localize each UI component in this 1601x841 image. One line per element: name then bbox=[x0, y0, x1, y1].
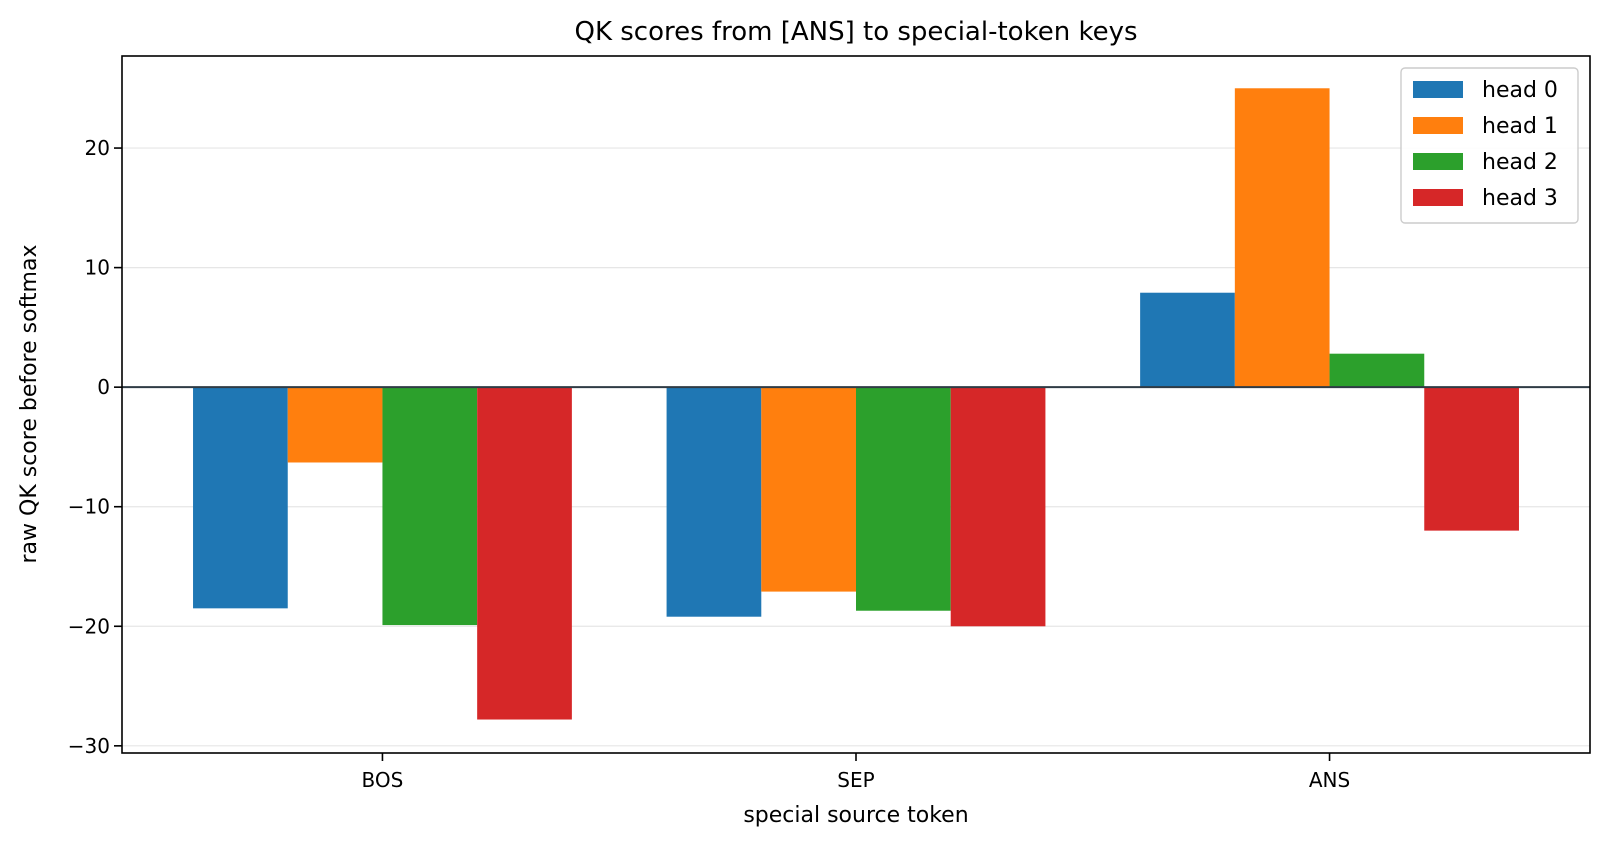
y-ticks: −30 −20 −10 0 10 20 bbox=[68, 136, 122, 758]
legend-box bbox=[1400, 67, 1579, 224]
x-axis-label: special source token bbox=[743, 803, 968, 828]
x-ticks: BOS SEP ANS bbox=[362, 753, 1350, 792]
legend-swatch bbox=[1413, 81, 1463, 98]
chart-title: QK scores from [ANS] to special-token ke… bbox=[574, 17, 1137, 47]
legend-label: head 0 bbox=[1482, 78, 1558, 103]
bar-sep-head-2 bbox=[856, 387, 951, 611]
y-tick-label: −20 bbox=[68, 614, 110, 638]
y-tick-label: −30 bbox=[68, 734, 110, 758]
bar-bos-head-2 bbox=[382, 387, 478, 626]
y-tick-label: 10 bbox=[85, 256, 110, 280]
y-axis-label: raw QK score before softmax bbox=[17, 245, 42, 564]
bar-bos-head-1 bbox=[287, 387, 383, 463]
x-tick-label: SEP bbox=[837, 768, 874, 792]
y-tick-label: −10 bbox=[68, 495, 110, 519]
x-tick-label: ANS bbox=[1309, 768, 1350, 792]
bar-ans-head-2 bbox=[1329, 353, 1425, 388]
y-tick-label: 20 bbox=[85, 136, 110, 160]
bar-bos-head-3 bbox=[477, 387, 572, 720]
bar-sep-head-1 bbox=[761, 387, 856, 592]
x-tick-label: BOS bbox=[362, 768, 404, 792]
bar-sep-head-0 bbox=[666, 387, 762, 617]
legend-swatch bbox=[1413, 117, 1463, 134]
bars bbox=[193, 88, 1519, 720]
legend-label: head 3 bbox=[1482, 186, 1558, 211]
legend-items: head 0 head 1 head 2 head 3 bbox=[1413, 78, 1558, 211]
bar-ans-head-3 bbox=[1424, 387, 1519, 531]
bar-sep-head-3 bbox=[950, 387, 1046, 627]
bar-ans-head-1 bbox=[1234, 88, 1330, 388]
legend-label: head 2 bbox=[1482, 150, 1558, 175]
bar-bos-head-0 bbox=[193, 387, 288, 609]
legend: head 0 head 1 head 2 head 3 bbox=[1400, 67, 1579, 224]
y-tick-label: 0 bbox=[97, 375, 110, 399]
legend-swatch bbox=[1413, 189, 1463, 206]
legend-swatch bbox=[1413, 153, 1463, 170]
bar-ans-head-0 bbox=[1140, 292, 1235, 388]
legend-label: head 1 bbox=[1482, 114, 1558, 139]
